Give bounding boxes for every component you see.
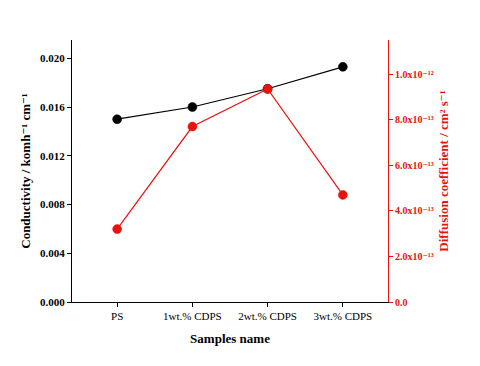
svg-text:2wt.% CDPS: 2wt.% CDPS [238, 310, 297, 322]
svg-text:Conductivity / komh⁻¹ cm⁻¹: Conductivity / komh⁻¹ cm⁻¹ [18, 93, 33, 249]
svg-text:0.016: 0.016 [40, 101, 65, 113]
svg-text:0.000: 0.000 [40, 296, 65, 308]
svg-text:1wt.% CDPS: 1wt.% CDPS [163, 310, 222, 322]
svg-text:0.012: 0.012 [40, 150, 65, 162]
svg-text:3wt.% CDPS: 3wt.% CDPS [314, 310, 373, 322]
svg-text:1.0x10⁻¹²: 1.0x10⁻¹² [395, 69, 434, 80]
svg-text:0.004: 0.004 [40, 247, 65, 259]
svg-text:0.020: 0.020 [40, 52, 65, 64]
svg-text:6.0x10⁻¹³: 6.0x10⁻¹³ [395, 160, 434, 171]
svg-text:4.0x10⁻¹³: 4.0x10⁻¹³ [395, 205, 434, 216]
svg-text:2.0x10⁻¹³: 2.0x10⁻¹³ [395, 251, 434, 262]
svg-text:Diffusion coefficient / cm² s⁻: Diffusion coefficient / cm² s⁻¹ [436, 90, 451, 251]
svg-text:Samples name: Samples name [190, 331, 270, 346]
svg-text:0.008: 0.008 [40, 198, 65, 210]
svg-text:0.0: 0.0 [395, 297, 408, 308]
svg-text:8.0x10⁻¹³: 8.0x10⁻¹³ [395, 114, 434, 125]
svg-text:PS: PS [111, 310, 123, 322]
